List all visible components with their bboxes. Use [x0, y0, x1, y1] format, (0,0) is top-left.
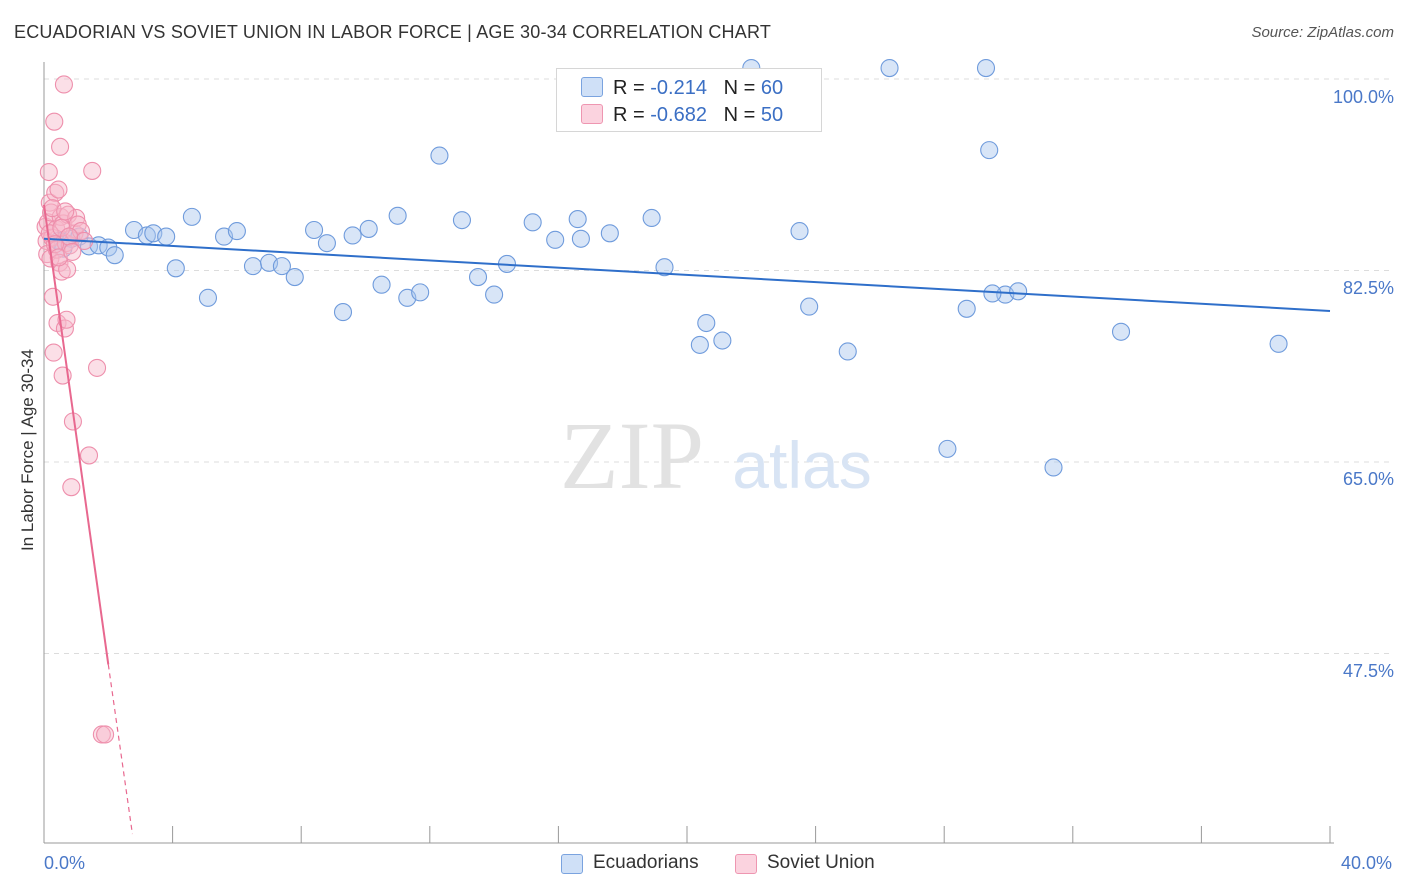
- soviet-union-point: [56, 202, 75, 221]
- stats-row-ecuadorians: R = -0.214 N = 60: [557, 74, 821, 100]
- soviet-union-point: [79, 446, 99, 465]
- source-label: Source: ZipAtlas.com: [1251, 24, 1394, 41]
- soviet-union-point: [71, 222, 91, 241]
- ecuadorians-point: [1269, 334, 1288, 353]
- ecuadorians-point: [655, 258, 674, 277]
- ecuadorians-point: [452, 211, 472, 230]
- soviet-union-point: [83, 161, 102, 180]
- ecuadorians-point: [333, 303, 353, 322]
- y-tick-label: 82.5%: [1342, 278, 1394, 298]
- legend-swatch-soviet-union: [735, 854, 757, 874]
- ecuadorians-point: [305, 220, 324, 240]
- chart-title: ECUADORIAN VS SOVIET UNION IN LABOR FORC…: [14, 22, 772, 42]
- soviet-union-point: [45, 112, 64, 131]
- legend-label: Soviet Union: [767, 852, 875, 873]
- ecuadorians-point: [642, 208, 661, 228]
- ecuadorians-point: [227, 222, 246, 241]
- ecuadorians-point: [1009, 282, 1028, 301]
- y-axis-label: In Labor Force | Age 30-34: [18, 349, 37, 551]
- y-tick-label: 47.5%: [1342, 661, 1394, 681]
- soviet-union-point: [49, 248, 68, 267]
- ecuadorians-point: [372, 275, 391, 294]
- ecuadorians-point: [600, 224, 619, 243]
- soviet-union-point: [46, 183, 65, 202]
- x-tick-label: 40.0%: [1340, 853, 1392, 873]
- ecuadorians-trend-line: [43, 237, 1331, 312]
- ecuadorians-point: [957, 299, 976, 318]
- soviet-union-point: [60, 227, 79, 246]
- ecuadorians-point: [317, 234, 336, 253]
- ecuadorians-point: [790, 222, 809, 241]
- watermark-zip: ZIP: [560, 402, 704, 509]
- ecuadorians-point: [697, 313, 716, 333]
- ecuadorians-point: [166, 259, 185, 278]
- grid-lines: [44, 78, 1392, 654]
- ecuadorians-point: [980, 141, 999, 160]
- ecuadorians-point: [568, 210, 587, 229]
- ecuadorians-point: [343, 226, 362, 245]
- ecuadorians-point: [182, 207, 201, 226]
- ecuadorians-point: [243, 257, 263, 276]
- soviet-union-point: [62, 478, 81, 497]
- watermark-atlas: atlas: [732, 428, 871, 502]
- axes: [43, 62, 1334, 844]
- ecuadorians-point: [983, 284, 1002, 303]
- y-tick-label: 100.0%: [1332, 87, 1394, 107]
- ecuadorians-point: [285, 268, 304, 287]
- ecuadorians-swatch: [581, 77, 603, 97]
- soviet-union-point: [44, 343, 63, 362]
- soviet-union-point: [43, 287, 63, 306]
- ecuadorians-point: [485, 285, 504, 304]
- ecuadorians-point: [571, 229, 590, 248]
- soviet-union-trend-extension: [107, 664, 134, 835]
- soviet-union-point: [57, 310, 76, 329]
- trend-lines: [43, 204, 1331, 835]
- y-tick-label: 65.0%: [1342, 469, 1394, 489]
- x-tick-label: 0.0%: [44, 853, 86, 873]
- ecuadorians-point: [800, 297, 819, 316]
- stats-row-soviet-union: R = -0.682 N = 50: [557, 101, 821, 127]
- y-axis-label-wrap: In Labor Force | Age 30-34: [16, 300, 40, 600]
- ecuadorians-point: [838, 342, 857, 361]
- legend-label: Ecuadorians: [593, 852, 699, 873]
- ecuadorians-point: [880, 59, 899, 78]
- ecuadorians-points: [49, 59, 1288, 477]
- ecuadorians-point: [713, 331, 732, 350]
- soviet-union-point: [96, 725, 115, 744]
- ecuadorians-point: [523, 213, 542, 232]
- ecuadorians-point: [411, 283, 430, 302]
- ecuadorians-point: [1044, 458, 1063, 477]
- soviet-union-point: [63, 242, 82, 261]
- legend-item-soviet-union: Soviet Union: [735, 852, 905, 876]
- ecuadorians-point: [976, 59, 996, 78]
- soviet-union-point: [49, 180, 68, 199]
- legend-item-ecuadorians: Ecuadorians: [561, 852, 721, 876]
- ecuadorians-point: [105, 246, 124, 265]
- ecuadorians-point: [388, 206, 407, 225]
- soviet-union-points: [36, 75, 115, 744]
- ecuadorians-point: [546, 230, 565, 249]
- soviet-union-point: [54, 75, 73, 94]
- ecuadorians-point: [272, 257, 291, 276]
- ecuadorians-point: [359, 219, 378, 238]
- legend-swatch-ecuadorians: [561, 854, 583, 874]
- ecuadorians-point: [690, 335, 709, 354]
- soviet-union-point: [51, 137, 70, 156]
- stats-box: R = -0.214 N = 60 R = -0.682 N = 50: [556, 68, 822, 132]
- stats-text: R = -0.214 N = 60: [613, 77, 784, 99]
- ecuadorians-point: [468, 268, 488, 287]
- ecuadorians-point: [430, 146, 449, 165]
- ecuadorians-point: [157, 227, 176, 246]
- ecuadorians-point: [198, 288, 218, 307]
- soviet-union-trend-line: [43, 204, 110, 665]
- watermark: ZIP atlas: [560, 402, 872, 509]
- soviet-union-point: [87, 358, 107, 377]
- soviet-union-point: [39, 162, 58, 182]
- ecuadorians-point: [938, 439, 957, 458]
- soviet-union-swatch: [581, 104, 603, 124]
- ecuadorians-point: [1111, 322, 1131, 341]
- stats-text: R = -0.682 N = 50: [613, 104, 784, 126]
